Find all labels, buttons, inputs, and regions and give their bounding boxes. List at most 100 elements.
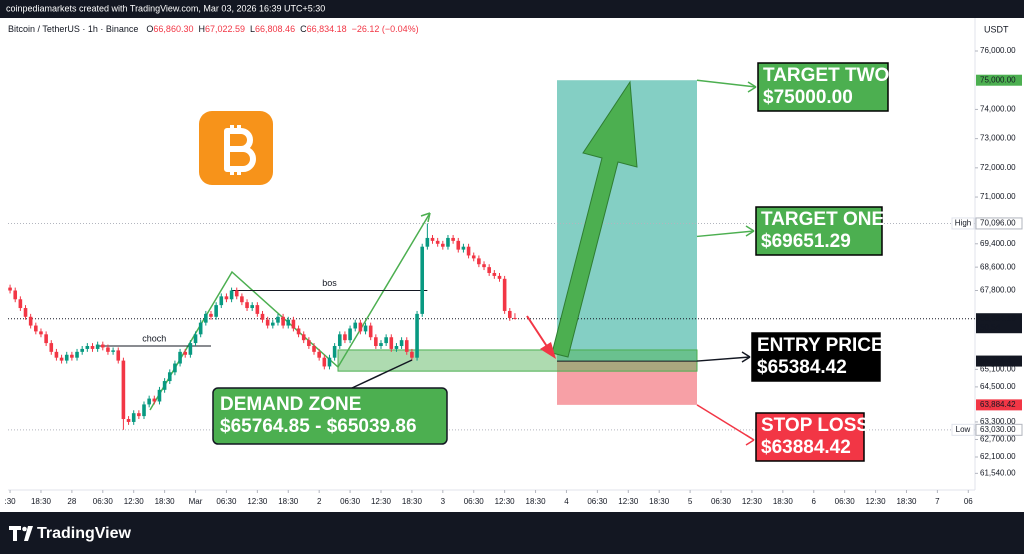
bitcoin-logo (199, 111, 273, 185)
annotation-box (755, 206, 883, 256)
candle-body (188, 343, 193, 355)
x-tick-label: 12:30 (371, 497, 392, 506)
candle-body (394, 346, 399, 349)
price-tag: Low (956, 425, 971, 434)
footer-bar (0, 512, 1024, 554)
annotation-name: STOP LOSS (761, 415, 869, 436)
change: −26.12 (−0.04%) (352, 24, 419, 34)
candle-body (111, 350, 115, 352)
legend: Bitcoin / TetherUS · 1h · Binance O66,860… (8, 24, 419, 34)
red-arrow-head (540, 342, 556, 359)
x-tick-label: 06:30 (216, 497, 237, 506)
y-tick-label: 69,400.00 (980, 239, 1016, 248)
candle-body (497, 275, 502, 279)
annotation-connector (696, 230, 755, 238)
candle-body (116, 350, 121, 361)
candle-body (152, 398, 157, 402)
candle-body (420, 246, 425, 314)
candle-body (363, 325, 368, 332)
candle-body (368, 325, 373, 338)
candle-body (90, 346, 95, 349)
candle-body (430, 237, 435, 241)
red-arrow (526, 315, 549, 349)
y-tick-label: 73,000.00 (980, 134, 1016, 143)
candle-body (307, 340, 311, 347)
candle-body (435, 240, 440, 244)
x-tick-label: :30 (4, 497, 16, 506)
candle-body (162, 381, 167, 390)
x-tick-label: 4 (564, 497, 569, 506)
candle-body (95, 344, 100, 349)
annotation-connector (696, 404, 755, 441)
symbol: Bitcoin / TetherUS · 1h · Binance (8, 24, 138, 34)
candle-body (240, 296, 244, 303)
x-tick-label: 12:30 (618, 497, 639, 506)
x-tick-label: 06:30 (93, 497, 114, 506)
x-tick-label: 7 (935, 497, 940, 506)
y-tick-label: 67,800.00 (980, 286, 1016, 295)
candle-body (451, 237, 455, 241)
candle-body (399, 340, 404, 347)
annotation-price: $63884.42 (761, 437, 851, 458)
price-tag: High (955, 219, 971, 228)
candle-body (126, 419, 131, 422)
candle-body (59, 357, 64, 361)
demand-range: $65764.85 - $65039.86 (220, 416, 417, 437)
annotation-box (751, 332, 881, 382)
candle-body (157, 389, 162, 402)
candle-body (23, 308, 28, 317)
y-tick-label: 65,100.00 (980, 364, 1016, 373)
candle-body (106, 347, 110, 352)
candle-body (28, 316, 33, 326)
candle-body (121, 360, 126, 420)
price-label: 63,030.00 (980, 425, 1016, 434)
candle-body (178, 351, 182, 364)
x-tick-label: 12:30 (742, 497, 763, 506)
y-tick-label: 72,000.00 (980, 163, 1016, 172)
candle-body (54, 351, 59, 358)
candle-body (224, 296, 229, 300)
candle-body (18, 299, 23, 309)
annotation-arrowhead (745, 225, 755, 237)
candle-body (312, 346, 316, 352)
x-tick-label: 28 (67, 497, 76, 506)
ohlc-value: 66,834.18 (307, 24, 347, 34)
candle-body (13, 290, 18, 300)
annotation-name: ENTRY PRICE (757, 335, 884, 356)
price-label-bg (976, 74, 1022, 86)
candle-body (276, 316, 280, 323)
price-label: 63,884.42 (980, 400, 1016, 409)
currency: USDT (984, 24, 1009, 34)
candle-body (209, 313, 213, 317)
x-tick-label: 18:30 (773, 497, 794, 506)
candle-body (219, 296, 224, 306)
candle-body (374, 337, 378, 347)
x-tick-label: Mar (189, 497, 203, 506)
candle-body (34, 325, 38, 332)
candle-body (198, 322, 203, 335)
price-label-bg (975, 217, 1023, 230)
y-tick-label: 63,300.00 (980, 417, 1016, 426)
candle-body (39, 331, 43, 335)
candle-body (265, 319, 270, 326)
candle-body (337, 334, 342, 347)
y-tick-label: 62,700.00 (980, 435, 1016, 444)
x-tick-label: 18:30 (31, 497, 52, 506)
price-label: 66,834.18 (980, 314, 1016, 323)
big-arrow (551, 80, 638, 358)
candle-body (75, 351, 79, 358)
candle-body (49, 343, 54, 352)
candle-body (64, 354, 69, 361)
x-tick-label: 18:30 (155, 497, 176, 506)
candle-body (255, 305, 260, 314)
candle-body (456, 240, 461, 250)
x-tick-label: 18:30 (278, 497, 299, 506)
x-tick-label: 12:30 (124, 497, 145, 506)
demand-box (212, 387, 448, 445)
annotation-box (757, 62, 889, 112)
candle-body (193, 334, 198, 344)
x-tick-label: 5 (688, 497, 693, 506)
ohlc-value: 67,022.59 (205, 24, 245, 34)
annotation-name: TARGET ONE (761, 209, 884, 230)
